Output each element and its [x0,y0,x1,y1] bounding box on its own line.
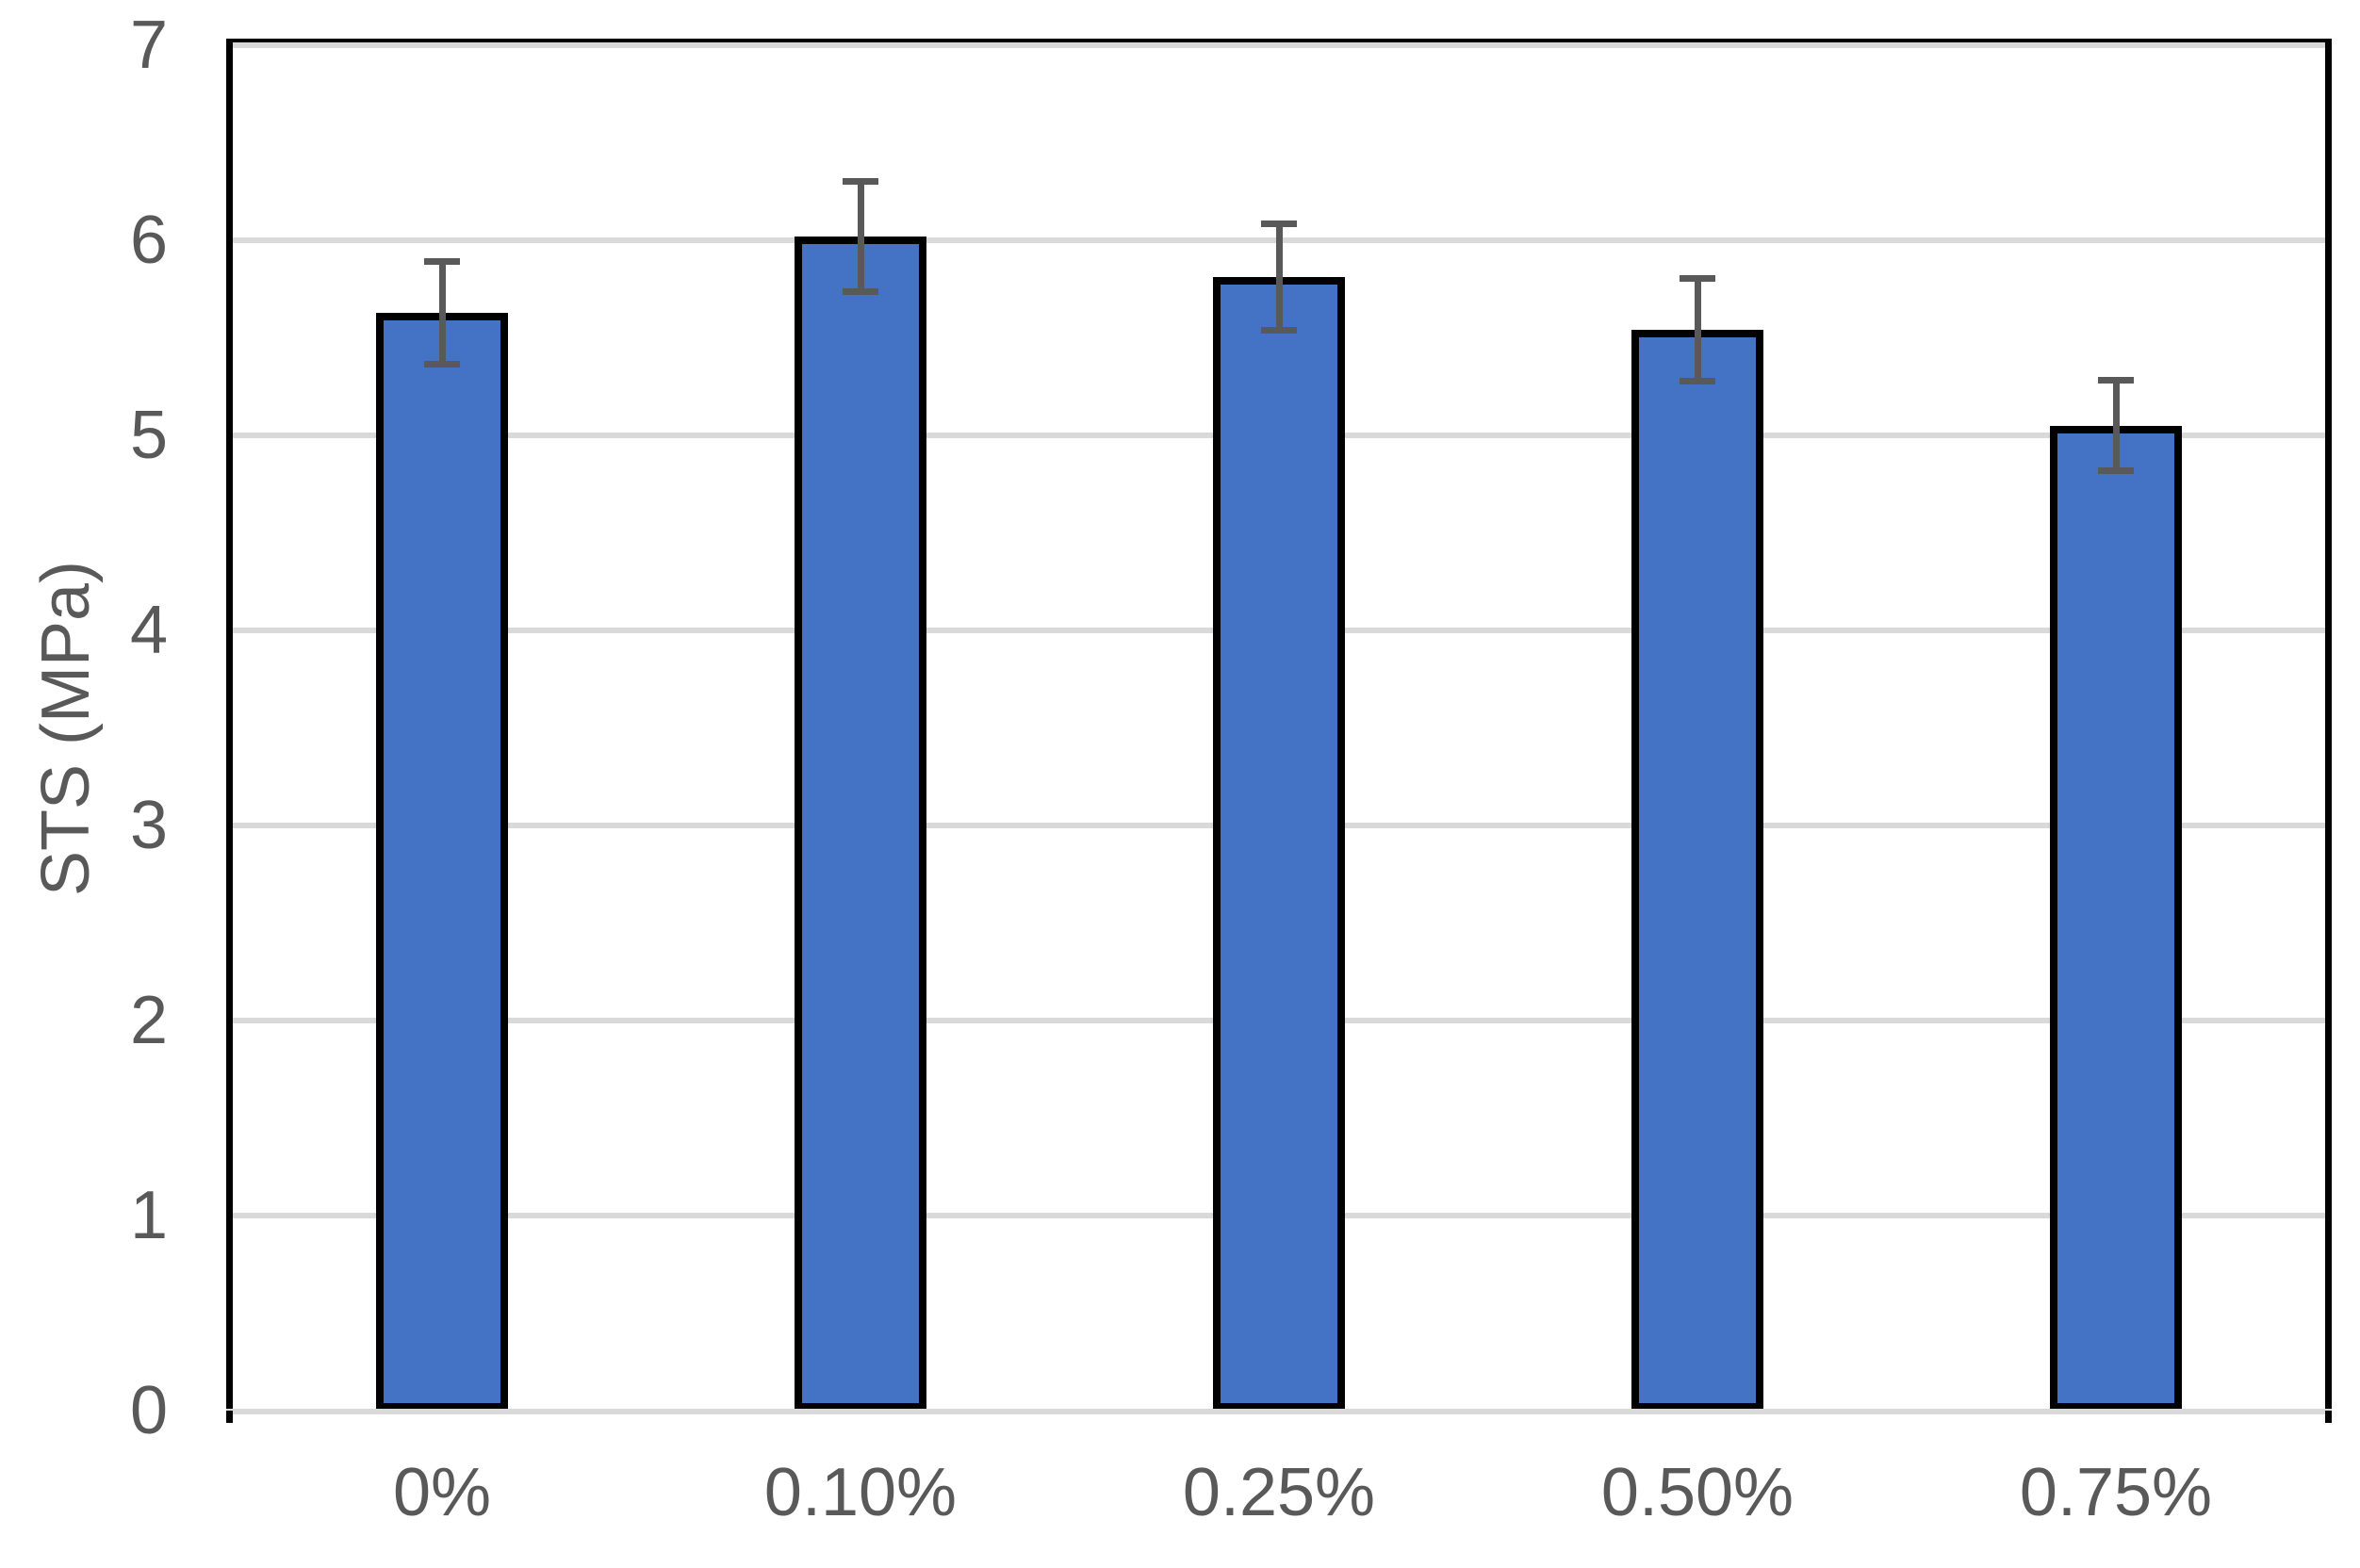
y-tick-label-6: 6 [129,203,168,278]
x-tick-label-0.10%: 0.10% [763,1455,958,1530]
y-tick-label-7: 7 [129,8,168,83]
error-bar-cap-bottom-0.75% [2098,467,2134,475]
error-bar-cap-bottom-0.25% [1261,327,1297,335]
x-tick-label-0.75%: 0.75% [2019,1455,2213,1530]
bar-0.25% [1213,277,1345,1411]
gridline-7 [233,42,2325,48]
error-bar-cap-bottom-0.50% [1680,378,1715,385]
error-bar-cap-bottom-0.10% [843,287,878,295]
y-tick-label-5: 5 [129,398,168,473]
axis-corner-tick-right [2325,1411,2332,1423]
x-tick-label-0.50%: 0.50% [1600,1455,1795,1530]
y-tick-label-1: 1 [129,1178,168,1253]
x-tick-label-0%: 0% [392,1455,492,1530]
bar-0.10% [795,236,926,1411]
bar-0.50% [1631,330,1763,1411]
error-bar-whisker-0.50% [1694,275,1701,385]
bar-0.75% [2050,425,2182,1411]
x-tick-label-0.25%: 0.25% [1182,1455,1376,1530]
error-bar-cap-top-0% [424,257,460,265]
x-axis-line [226,1409,2332,1414]
error-bar-whisker-0.75% [2112,376,2120,475]
plot-area [226,39,2332,1411]
y-tick-label-4: 4 [129,593,168,668]
y-tick-label-0: 0 [129,1373,168,1448]
y-tick-label-2: 2 [129,983,168,1058]
error-bar-cap-bottom-0% [424,360,460,368]
error-bar-cap-top-0.50% [1680,275,1715,283]
bar-0% [376,312,508,1411]
error-bar-whisker-0.25% [1275,220,1283,335]
error-bar-cap-top-0.25% [1261,220,1297,228]
error-bar-cap-top-0.10% [843,177,878,185]
error-bar-whisker-0% [438,257,446,368]
y-tick-label-3: 3 [129,788,168,863]
error-bar-whisker-0.10% [857,177,864,295]
axis-corner-tick-left [226,1411,233,1423]
error-bar-cap-top-0.75% [2098,376,2134,384]
